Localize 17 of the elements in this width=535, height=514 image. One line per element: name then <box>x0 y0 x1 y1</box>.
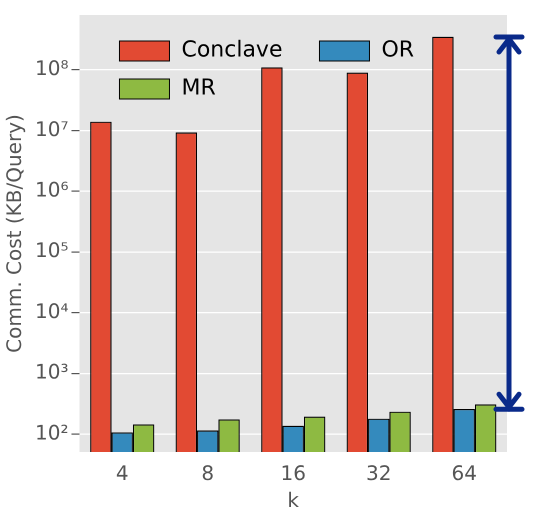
x-tick-label: 4 <box>116 461 129 486</box>
y-tick-label: 10³ <box>35 360 68 384</box>
legend-label: Conclave <box>181 38 282 63</box>
x-tick-label: 16 <box>280 461 306 486</box>
y-axis-title: Comm. Cost (KB/Query) <box>2 114 26 353</box>
y-tick-label: 10² <box>35 420 68 444</box>
legend-label: OR <box>381 38 414 63</box>
x-axis-title: k <box>287 488 300 512</box>
y-tick-label: 10⁵ <box>35 238 68 262</box>
x-tick-label: 32 <box>366 461 392 486</box>
y-tick-label: 10⁶ <box>35 178 68 202</box>
y-tick-label: 10⁷ <box>35 116 68 141</box>
x-tick-label: 64 <box>452 461 477 486</box>
y-tick-label: 10⁴ <box>35 298 68 323</box>
legend-label: MR <box>181 76 216 101</box>
y-tick-label: 10⁸ <box>35 56 68 80</box>
x-tick-label: 8 <box>201 461 214 486</box>
